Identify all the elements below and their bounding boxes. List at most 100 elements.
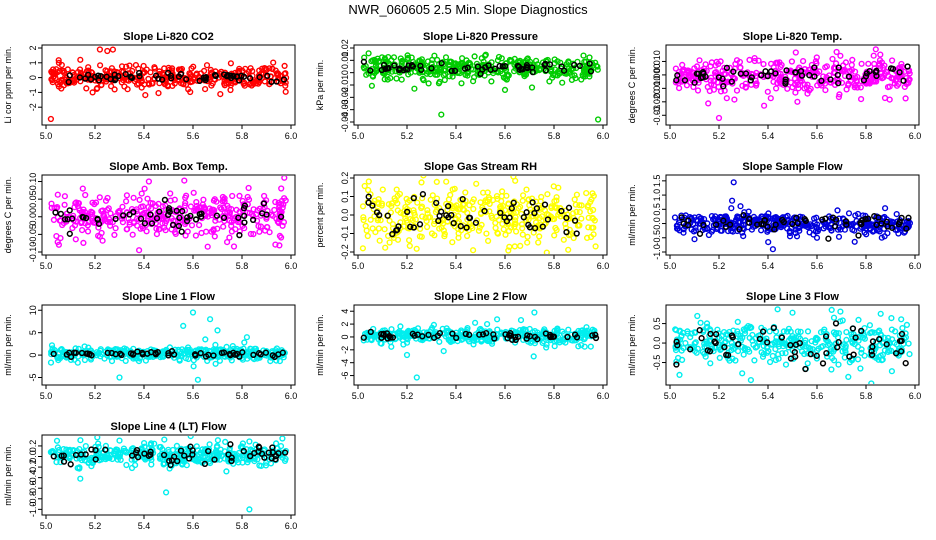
data-point	[212, 341, 219, 349]
y-tick-label: 1	[28, 60, 38, 65]
reference-point	[272, 453, 280, 460]
data-point	[876, 57, 884, 64]
data-point	[707, 327, 714, 334]
data-point	[564, 211, 571, 218]
reference-point	[571, 61, 578, 69]
data-point	[862, 225, 870, 232]
data-point	[48, 200, 55, 207]
reference-point	[898, 214, 905, 222]
data-point	[803, 84, 810, 91]
reference-point	[66, 207, 73, 214]
data-point	[419, 213, 426, 220]
reference-point	[767, 68, 775, 75]
data-point	[747, 377, 755, 384]
data-point	[53, 459, 60, 466]
data-point	[588, 196, 595, 203]
data-point	[576, 209, 583, 216]
y-tick-label: 1.0	[652, 189, 662, 202]
x-tick-label: 5.2	[89, 261, 102, 271]
data-point	[365, 178, 372, 185]
reference-point	[524, 332, 531, 339]
data-point	[678, 347, 685, 354]
data-point	[228, 222, 235, 230]
data-point	[61, 193, 69, 200]
data-point	[476, 224, 483, 231]
data-point	[96, 194, 103, 201]
reference-point	[541, 201, 549, 208]
data-point	[580, 336, 587, 343]
reference-point	[444, 202, 452, 210]
reference-point	[764, 339, 771, 346]
reference-point	[241, 219, 248, 226]
data-point	[672, 65, 680, 72]
reference-point	[474, 63, 482, 70]
reference-point	[66, 72, 73, 79]
data-point	[47, 359, 55, 366]
data-point	[57, 459, 64, 466]
data-point	[128, 464, 136, 472]
data-point	[492, 224, 499, 232]
data-point	[893, 341, 900, 348]
reference-point	[281, 449, 289, 456]
reference-point	[712, 339, 719, 347]
data-point	[835, 361, 842, 368]
reference-point	[736, 226, 743, 233]
data-point	[680, 226, 687, 233]
reference-point	[586, 60, 593, 67]
x-tick-label: 5.8	[236, 521, 249, 531]
reference-point	[268, 78, 275, 86]
data-point	[263, 67, 270, 74]
data-point	[142, 357, 150, 364]
x-tick-label: 5.2	[89, 521, 102, 531]
x-tick-label: 5.2	[713, 131, 726, 141]
data-point	[578, 202, 585, 209]
reference-point	[367, 67, 374, 74]
data-point	[185, 86, 192, 93]
data-point	[903, 321, 911, 329]
data-point	[751, 57, 758, 65]
data-point	[843, 329, 850, 336]
data-point	[751, 216, 759, 223]
reference-point	[792, 341, 800, 348]
y-tick-label: -0.2	[340, 244, 350, 260]
data-point	[533, 67, 540, 74]
data-point	[563, 60, 570, 68]
data-point	[79, 185, 86, 192]
data-point	[116, 374, 123, 381]
y-axis-label: ml/min per min.	[315, 314, 325, 376]
data-point	[365, 186, 372, 194]
reference-point	[257, 351, 264, 358]
data-point	[549, 74, 556, 81]
data-point	[397, 323, 404, 330]
reference-point	[834, 71, 841, 79]
data-point	[572, 201, 579, 208]
y-tick-label: 4	[340, 309, 350, 314]
data-point	[214, 327, 221, 334]
reference-point	[724, 352, 732, 359]
x-tick-label: 5.4	[762, 261, 775, 271]
data-point	[792, 49, 799, 56]
y-axis-label: degrees C per min.	[627, 47, 637, 124]
data-point	[760, 342, 767, 350]
reference-point	[230, 349, 237, 356]
y-tick-label: -0.2	[28, 459, 38, 475]
x-tick-label: 5.6	[187, 521, 200, 531]
y-tick-label: 0.000	[652, 64, 662, 87]
data-point	[236, 192, 243, 200]
data-point	[808, 338, 815, 345]
reference-point	[510, 199, 517, 206]
reference-point	[198, 210, 205, 217]
data-point	[123, 449, 130, 456]
reference-point	[713, 221, 720, 228]
data-point	[276, 242, 283, 249]
data-point	[812, 58, 820, 65]
reference-point	[868, 351, 876, 359]
data-point	[892, 76, 900, 84]
reference-point	[192, 216, 200, 223]
data-point	[94, 84, 101, 92]
data-point	[281, 176, 288, 181]
data-point	[202, 85, 209, 93]
reference-point	[900, 77, 907, 84]
data-point	[55, 59, 63, 67]
